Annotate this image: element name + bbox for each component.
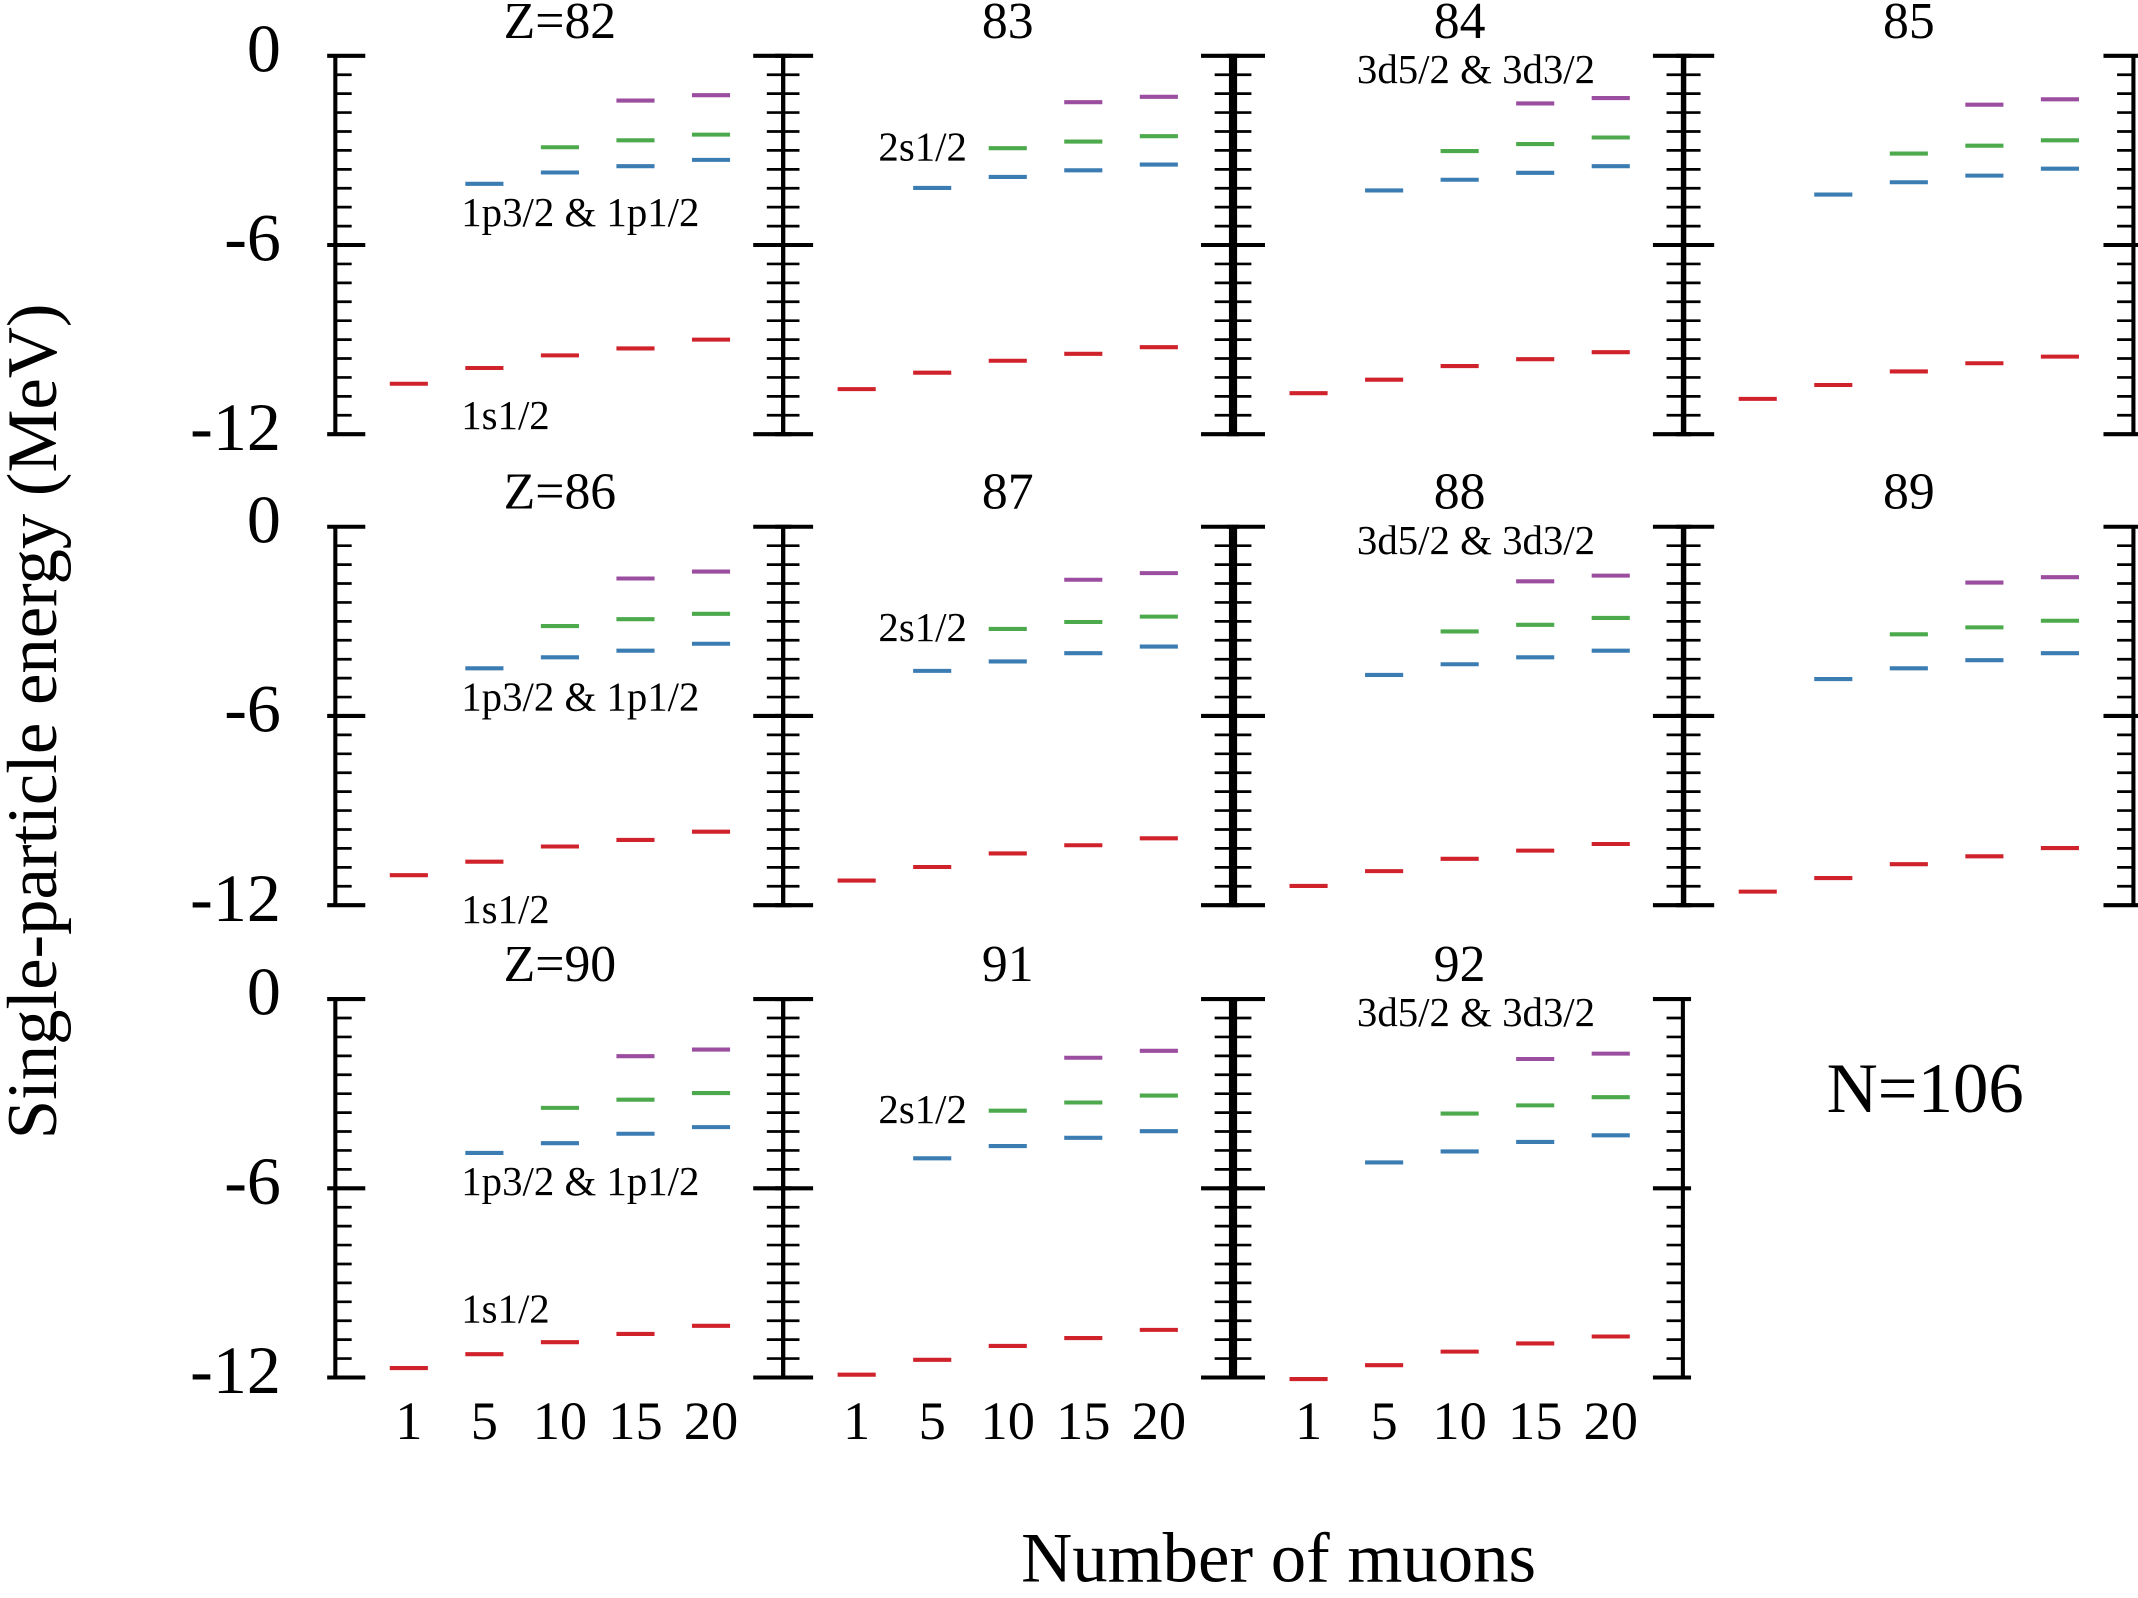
y-tick-label: -6	[224, 200, 281, 276]
level-label: 3d5/2 & 3d3/2	[1357, 47, 1595, 92]
annotation: N=106	[1827, 1050, 2024, 1128]
panel-title: 84	[1434, 0, 1486, 50]
x-tick-label: 10	[533, 1390, 587, 1451]
x-tick-label: 1	[843, 1390, 870, 1451]
y-tick-label: 0	[247, 954, 281, 1030]
x-tick-label: 15	[608, 1390, 662, 1451]
y-tick-label: -6	[224, 671, 281, 747]
panel-title: 83	[982, 0, 1034, 50]
x-tick-label: 1	[1295, 1390, 1322, 1451]
x-tick-label: 10	[1432, 1390, 1486, 1451]
level-label: 3d5/2 & 3d3/2	[1357, 990, 1595, 1035]
y-tick-label: -6	[224, 1143, 281, 1219]
panel-title: 87	[982, 464, 1034, 521]
level-label: 1p3/2 & 1p1/2	[461, 1159, 699, 1204]
x-tick-label: 5	[471, 1390, 498, 1451]
panel-title: Z=86	[504, 464, 616, 521]
x-tick-label: 20	[1584, 1390, 1638, 1451]
panel-title: Z=90	[504, 936, 616, 993]
x-tick-label: 15	[1056, 1390, 1110, 1451]
panel-title: 88	[1434, 464, 1486, 521]
level-label: 3d5/2 & 3d3/2	[1357, 518, 1595, 563]
x-axis-label: Number of muons	[1021, 1520, 1536, 1598]
level-label: 2s1/2	[878, 124, 966, 169]
level-label: 1s1/2	[461, 887, 549, 932]
level-label: 2s1/2	[878, 1087, 966, 1132]
panel-title: 89	[1883, 464, 1935, 521]
panel-title: 91	[982, 936, 1034, 993]
y-tick-label: -12	[190, 1332, 281, 1408]
x-tick-label: 10	[981, 1390, 1035, 1451]
x-tick-label: 20	[1132, 1390, 1186, 1451]
panel-title: Z=82	[504, 0, 616, 50]
y-axis-label: Single-particle energy (MeV)	[0, 304, 72, 1140]
level-label: 1s1/2	[461, 393, 549, 438]
panel-title: 92	[1434, 936, 1486, 993]
level-label: 1p3/2 & 1p1/2	[461, 190, 699, 235]
x-tick-label: 1	[395, 1390, 422, 1451]
y-tick-label: 0	[247, 481, 281, 557]
panel-title: 85	[1883, 0, 1935, 50]
level-label: 1p3/2 & 1p1/2	[461, 674, 699, 719]
x-tick-label: 5	[919, 1390, 946, 1451]
y-tick-label: -12	[190, 389, 281, 465]
x-tick-label: 20	[684, 1390, 738, 1451]
x-tick-label: 15	[1508, 1390, 1562, 1451]
level-label: 1s1/2	[461, 1287, 549, 1332]
y-tick-label: -12	[190, 860, 281, 936]
level-label: 2s1/2	[878, 605, 966, 650]
y-tick-label: 0	[247, 10, 281, 86]
x-tick-label: 5	[1370, 1390, 1397, 1451]
